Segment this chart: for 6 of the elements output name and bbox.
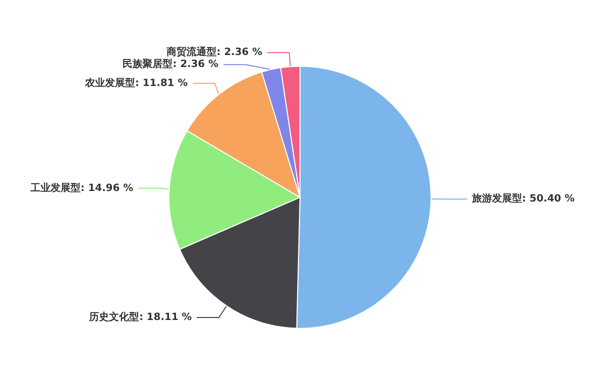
slice-label: 农业发展型: 11.81 %: [84, 76, 188, 89]
slice-label: 民族聚居型: 2.36 %: [122, 58, 218, 70]
slice-label: 历史文化型: 18.11 %: [88, 310, 192, 323]
slice-label: 工业发展型: 14.96 %: [30, 182, 134, 194]
slice-label: 旅游发展型: 50.40 %: [471, 192, 575, 205]
slice-label: 商贸流通型: 2.36 %: [166, 46, 262, 58]
